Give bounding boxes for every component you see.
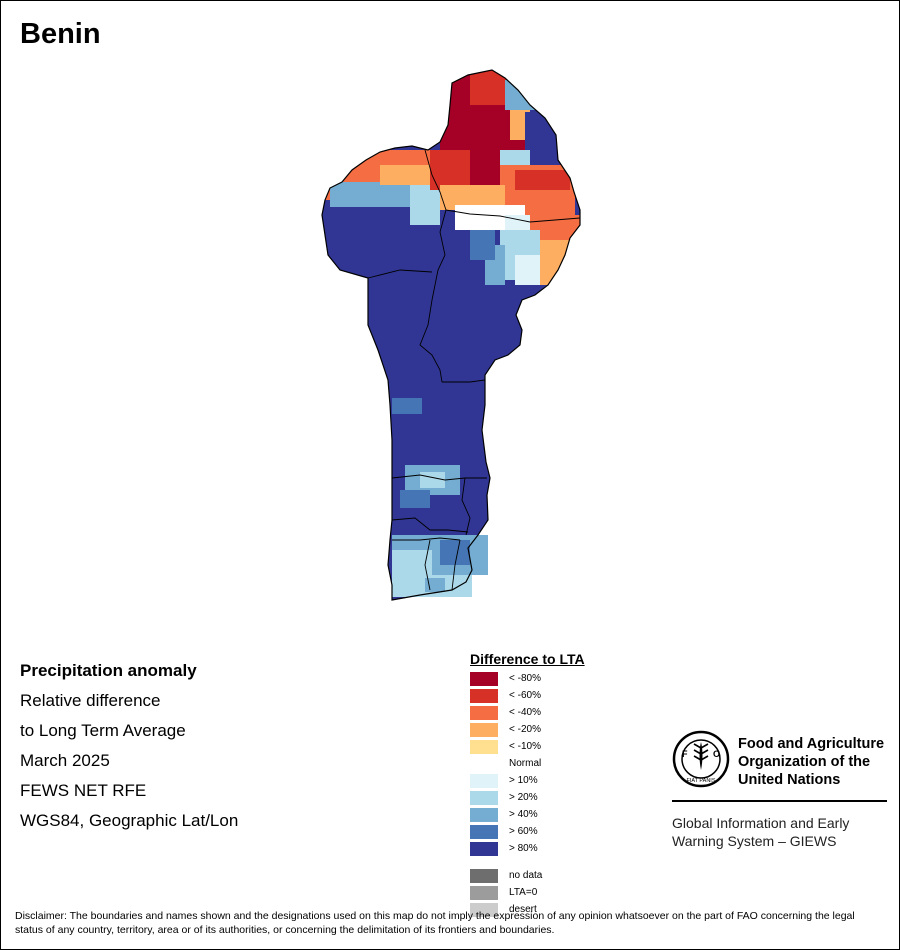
- org-name-line: Organization of the: [738, 754, 871, 770]
- legend-label: > 20%: [509, 792, 538, 803]
- org-divider: [672, 800, 887, 802]
- legend-swatch: [470, 842, 498, 856]
- legend-label: < -40%: [509, 707, 541, 718]
- legend-extra: no data LTA=0 desert: [470, 868, 585, 919]
- anomaly-cell: [515, 170, 570, 190]
- fao-motto: FIAT PANIS: [686, 778, 715, 784]
- legend-item: < -10%: [470, 739, 585, 756]
- legend-label: > 10%: [509, 775, 538, 786]
- legend-swatch: [470, 886, 498, 900]
- fao-logo-icon: F O FIAT PANIS: [672, 730, 730, 788]
- giews-name: Global Information and Early Warning Sys…: [672, 814, 849, 850]
- legend-item: > 60%: [470, 824, 585, 841]
- legend-label: Normal: [509, 758, 542, 769]
- anomaly-cell: [525, 112, 560, 167]
- org-name: Food and Agriculture Organization of the…: [738, 735, 884, 789]
- legend-item: > 10%: [470, 773, 585, 790]
- legend-label: > 80%: [509, 843, 538, 854]
- legend-item: no data: [470, 868, 585, 885]
- org-name-line: United Nations: [738, 772, 841, 788]
- department-boundaries: [321, 69, 581, 601]
- legend-swatch: [470, 808, 498, 822]
- info-line: Relative difference: [20, 691, 161, 710]
- legend-swatch: [470, 672, 498, 686]
- legend-item: < -80%: [470, 671, 585, 688]
- info-line: March 2025: [20, 751, 110, 770]
- legend-label: desert: [509, 904, 537, 915]
- legend-label: LTA=0: [509, 887, 538, 898]
- legend-item: Normal: [470, 756, 585, 773]
- map-title: Benin: [20, 18, 101, 50]
- legend-item: > 20%: [470, 790, 585, 807]
- anomaly-cell: [470, 70, 510, 105]
- legend-item: desert: [470, 902, 585, 919]
- legend-label: < -20%: [509, 724, 541, 735]
- anomaly-cell: [392, 398, 422, 414]
- anomaly-cell: [540, 240, 570, 285]
- fao-letter-o: O: [713, 749, 720, 759]
- info-line: to Long Term Average: [20, 721, 186, 740]
- legend-label: < -60%: [509, 690, 541, 701]
- anomaly-cell: [420, 472, 445, 488]
- legend-title: Difference to LTA: [470, 651, 585, 667]
- legend-label: > 60%: [509, 826, 538, 837]
- info-line: FEWS NET RFE: [20, 781, 147, 800]
- legend-swatch: [470, 689, 498, 703]
- legend-swatch: [470, 791, 498, 805]
- fao-letter-f: F: [682, 749, 688, 759]
- legend-swatch: [470, 774, 498, 788]
- legend-swatch: [470, 723, 498, 737]
- giews-line: Warning System – GIEWS: [672, 833, 837, 849]
- legend-item: < -60%: [470, 688, 585, 705]
- legend-swatch: [470, 903, 498, 917]
- org-name-line: Food and Agriculture: [738, 736, 885, 752]
- benin-anomaly-map: [321, 69, 581, 601]
- legend-swatch: [470, 706, 498, 720]
- legend-label: > 40%: [509, 809, 538, 820]
- legend: Difference to LTA < -80% < -60% < -40% < -2…: [470, 651, 585, 919]
- legend-classes: < -80% < -60% < -40% < -20% < -10% Normal > 10…: [470, 671, 585, 858]
- map-info: Precipitation anomaly Relative differenc…: [20, 656, 238, 836]
- legend-item: > 40%: [470, 807, 585, 824]
- legend-swatch: [470, 757, 498, 771]
- giews-line: Global Information and Early: [672, 815, 850, 831]
- legend-item: < -20%: [470, 722, 585, 739]
- legend-label: < -10%: [509, 741, 541, 752]
- benin-outline: [321, 69, 581, 601]
- disclaimer: Disclaimer: The boundaries and names sho…: [15, 910, 855, 936]
- legend-swatch: [470, 740, 498, 754]
- legend-swatch: [470, 869, 498, 883]
- anomaly-cell: [430, 150, 470, 190]
- anomaly-cell: [440, 540, 470, 565]
- anomaly-cell: [400, 490, 430, 508]
- legend-label: no data: [509, 870, 543, 881]
- anomaly-cell: [380, 165, 435, 185]
- legend-label: < -80%: [509, 673, 541, 684]
- anomaly-cell: [410, 185, 440, 225]
- anomaly-cell: [470, 230, 495, 260]
- legend-swatch: [470, 825, 498, 839]
- anomaly-cell: [515, 255, 540, 285]
- legend-item: < -40%: [470, 705, 585, 722]
- legend-item: LTA=0: [470, 885, 585, 902]
- info-line: WGS84, Geographic Lat/Lon: [20, 811, 239, 830]
- legend-item: > 80%: [470, 841, 585, 858]
- info-heading: Precipitation anomaly: [20, 661, 197, 680]
